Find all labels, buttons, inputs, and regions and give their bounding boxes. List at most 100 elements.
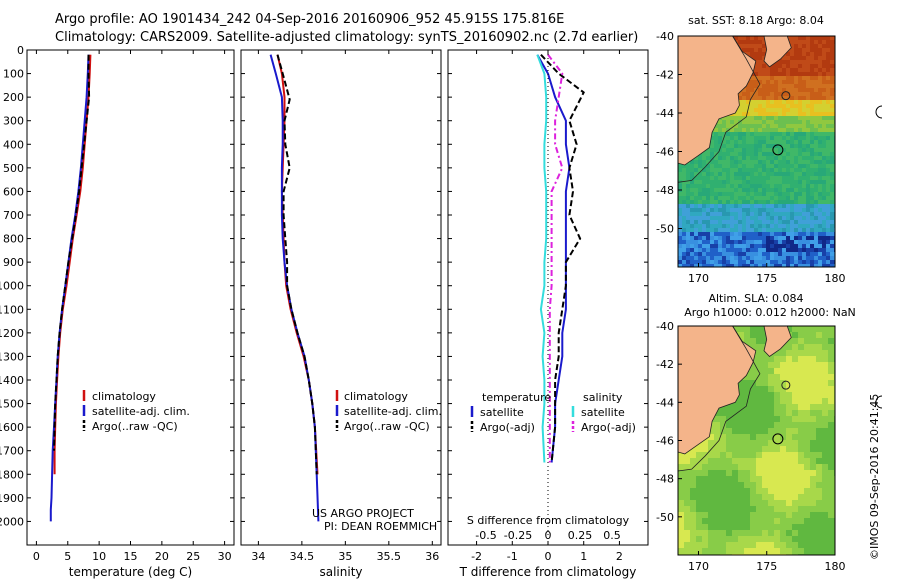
sla-map-cell (798, 398, 804, 404)
sst-map-cell (718, 128, 722, 132)
sst-map-cell (746, 228, 750, 232)
sst-map-cell (714, 260, 718, 264)
sla-map-cell (708, 506, 714, 512)
sst-map-cell (746, 232, 750, 236)
sst-map-cell (810, 240, 814, 244)
sst-map-cell (794, 236, 798, 240)
sst-map-cell (814, 216, 818, 220)
sst-map-cell (778, 160, 782, 164)
sst-map-cell (798, 244, 802, 248)
sst-map-cell (706, 188, 710, 192)
sst-map-cell (806, 136, 810, 140)
sst-map-cell (742, 40, 746, 44)
sst-map-cell (702, 236, 706, 240)
sst-map-cell (726, 164, 730, 168)
sst-map-cell (750, 80, 754, 84)
sst-map-cell (762, 140, 766, 144)
sla-map-cell (804, 446, 810, 452)
sla-map-cell (732, 488, 738, 494)
sst-map-cell (742, 96, 746, 100)
sla-map-cell (708, 452, 714, 458)
sst-map-cell (766, 76, 770, 80)
sst-map-cell (774, 264, 778, 267)
sla-map-cell (786, 350, 792, 356)
difference-s-label: S difference from climatology (467, 514, 630, 527)
sst-map-cell (742, 120, 746, 124)
sst-map-cell (762, 116, 766, 120)
sst-map-cell (826, 200, 830, 204)
sla-map-cell (684, 488, 690, 494)
sst-map-cell (810, 100, 814, 104)
sst-map-cell (682, 184, 686, 188)
sst-map-cell (770, 64, 774, 68)
sst-map-cell (790, 224, 794, 228)
sla-map-cell (768, 398, 774, 404)
sst-map-cell (794, 156, 798, 160)
sst-map-cell (802, 144, 806, 148)
sst-map-cell (794, 180, 798, 184)
sst-map-cell (774, 224, 778, 228)
sla-map-cell (732, 548, 738, 554)
sla-map-cell (810, 452, 816, 458)
sst-map-cell (766, 64, 770, 68)
sla-map-cell (810, 332, 816, 338)
sst-map-cell (766, 80, 770, 84)
sst-map-cell (686, 220, 690, 224)
sst-map-cell (818, 144, 822, 148)
sst-map-cell (806, 228, 810, 232)
sst-map-cell (810, 92, 814, 96)
sst-map-cell (782, 232, 786, 236)
sla-map-cell (804, 494, 810, 500)
sst-map-cell (826, 184, 830, 188)
sst-map-cell (750, 216, 754, 220)
sla-map-cell (774, 386, 780, 392)
temperature-legend-entry: climatology (92, 390, 156, 403)
sla-map-cell (810, 458, 816, 464)
sla-map-cell (690, 452, 696, 458)
sst-map-cell (726, 204, 730, 208)
sst-map-cell (710, 260, 714, 264)
sst-map-ytick-label: -42 (656, 69, 674, 82)
sst-map-cell (678, 216, 682, 220)
temperature-xtick-label: 0 (33, 550, 40, 563)
sst-map-cell (802, 196, 806, 200)
sst-map-cell (698, 208, 702, 212)
sst-map-cell (810, 48, 814, 52)
sst-map-cell (802, 184, 806, 188)
sla-map-cell (690, 500, 696, 506)
sst-map-cell (798, 188, 802, 192)
sst-map-cell (766, 184, 770, 188)
sst-map-cell (746, 44, 750, 48)
sst-map-cell (738, 180, 742, 184)
sst-map-cell (762, 184, 766, 188)
sst-map-cell (730, 140, 734, 144)
sst-map-cell (774, 188, 778, 192)
sla-map-cell (816, 512, 822, 518)
sla-map-cell (774, 446, 780, 452)
sst-map-cell (794, 108, 798, 112)
sst-map-cell (798, 116, 802, 120)
sst-map-cell (766, 192, 770, 196)
sla-map-cell (786, 530, 792, 536)
sla-map-cell (750, 542, 756, 548)
sst-map-cell (818, 256, 822, 260)
sla-map-cell (804, 326, 810, 332)
temperature-ytick-label: 1000 (0, 280, 24, 293)
sst-map-cell (786, 108, 790, 112)
sst-map-cell (742, 196, 746, 200)
sst-map-cell (798, 168, 802, 172)
sst-map-cell (758, 116, 762, 120)
sla-map-cell (804, 350, 810, 356)
sla-map-cell (732, 434, 738, 440)
sst-map-cell (766, 160, 770, 164)
sla-map-cell (768, 416, 774, 422)
sst-map-cell (766, 120, 770, 124)
sst-map-cell (678, 248, 682, 252)
sst-map-cell (758, 188, 762, 192)
sst-map-cell (810, 220, 814, 224)
sst-map-cell (794, 256, 798, 260)
sla-map-cell (762, 452, 768, 458)
sst-map-cell (810, 156, 814, 160)
sst-map-cell (790, 228, 794, 232)
sst-map-cell (778, 168, 782, 172)
